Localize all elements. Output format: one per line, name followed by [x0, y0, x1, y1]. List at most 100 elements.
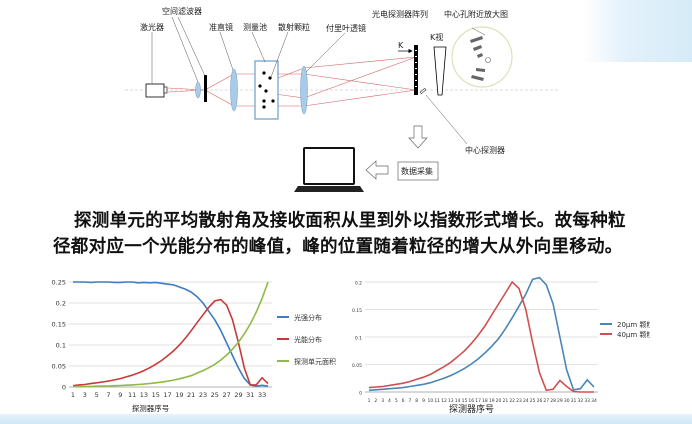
- label-detector-array: 光电探测器阵列: [372, 9, 428, 19]
- legend-label: 40μm 颗粒: [617, 330, 650, 339]
- label-data-acquisition: 数据采集: [401, 166, 433, 176]
- x-tick-label: 13: [140, 391, 148, 399]
- x-tick-label: 29: [234, 391, 242, 399]
- x-tick-label: 6: [402, 398, 405, 404]
- x-tick-label: 16: [468, 398, 474, 404]
- label-cell: 测量池: [243, 22, 267, 32]
- x-tick-label: 13: [448, 398, 454, 404]
- y-tick-label: 0.25: [52, 279, 66, 287]
- y-tick-label: 0: [62, 384, 66, 392]
- label-k-view: K视: [430, 32, 443, 42]
- x-tick-label: 12: [441, 398, 447, 404]
- x-tick-label: 4: [388, 398, 391, 404]
- y-tick-label: 0.05: [352, 363, 362, 369]
- x-tick-label: 15: [462, 398, 468, 404]
- x-tick-label: 5: [395, 398, 398, 404]
- x-tick-label: 25: [530, 398, 536, 404]
- laser-diffraction-diagram: 激光器 空间滤波器 准直镜 测量池 散射颗粒 付里叶透镜 光电探测器阵列 中心孔…: [125, 6, 560, 192]
- decorative-gradient-top: [582, 0, 692, 62]
- paragraph-line-1: 探测单元的平均散射角及接收面积从里到外以指数形式增长。故每种粒: [74, 211, 626, 231]
- y-tick-label: 0: [359, 391, 362, 397]
- x-tick-label: 1: [368, 398, 371, 404]
- x-tick-label: 7: [106, 391, 110, 399]
- y-tick-label: 0.1: [355, 336, 362, 342]
- x-tick-label: 34: [591, 398, 597, 404]
- x-tick-label: 9: [118, 391, 122, 399]
- y-tick-label: 0.2: [355, 281, 362, 287]
- x-tick-label: 7: [408, 398, 411, 404]
- x-tick-label: 2: [374, 398, 377, 404]
- x-tick-label: 31: [246, 391, 254, 399]
- y-tick-label: 0.15: [352, 308, 362, 314]
- x-tick-label: 31: [571, 398, 577, 404]
- label-spatial-filter: 空间滤波器: [162, 6, 202, 16]
- magnified-view-icon: [451, 26, 513, 88]
- legend-label: 光强分布: [294, 313, 322, 322]
- series-line-2: [72, 298, 269, 387]
- laser-icon: [145, 83, 165, 98]
- series-line-2: [368, 280, 594, 393]
- particles-icon: [258, 71, 275, 109]
- x-tick-label: 1: [71, 391, 75, 399]
- label-magnified: 中心孔附近放大图: [444, 9, 508, 19]
- x-tick-label: 11: [434, 398, 440, 404]
- x-tick-label: 26: [537, 398, 543, 404]
- k-view-icon: [433, 46, 447, 96]
- x-tick-label: 32: [577, 398, 583, 404]
- x-tick-label: 25: [211, 391, 219, 399]
- x-tick-label: 27: [222, 391, 230, 399]
- filter-lens-icon: [195, 81, 201, 99]
- x-tick-label: 20: [496, 398, 502, 404]
- detector-array-icon: [414, 45, 418, 95]
- down-arrow-icon: [408, 125, 428, 149]
- x-tick-label: 11: [128, 391, 136, 399]
- label-collimator: 准直镜: [209, 22, 233, 32]
- series-line-1: [73, 281, 269, 388]
- x-tick-label: 17: [475, 398, 481, 404]
- y-tick-label: 0.2: [56, 300, 66, 308]
- label-k: K: [398, 41, 404, 50]
- legend-label: 光能分布: [294, 335, 322, 344]
- label-fourier-lens: 付里叶透镜: [326, 23, 366, 33]
- x-tick-label: 27: [543, 398, 549, 404]
- legend-label: 探测单元面积: [294, 357, 336, 366]
- series-line-3: [72, 281, 269, 388]
- x-tick-label: 8: [415, 398, 418, 404]
- x-tick-label: 15: [152, 391, 160, 399]
- x-tick-label: 21: [187, 391, 195, 399]
- paragraph-line-2: 径都对应一个光能分布的峰值，峰的位置随着粒径的增大从外向里移动。: [53, 237, 623, 257]
- x-tick-label: 3: [381, 398, 384, 404]
- x-tick-label: 9: [422, 398, 425, 404]
- x-tick-label: 24: [523, 398, 529, 404]
- collimator-lens-icon: [230, 68, 238, 112]
- x-tick-label: 30: [564, 398, 570, 404]
- x-tick-label: 29: [557, 398, 563, 404]
- x-tick-label: 3: [83, 391, 87, 399]
- x-tick-label: 21: [502, 398, 508, 404]
- y-tick-label: 0.15: [52, 321, 66, 329]
- label-particles: 散射颗粒: [278, 22, 310, 32]
- x-tick-label: 33: [584, 398, 590, 404]
- x-tick-label: 23: [199, 391, 207, 399]
- x-tick-label: 17: [163, 391, 171, 399]
- x-tick-label: 28: [550, 398, 556, 404]
- label-laser: 激光器: [140, 22, 164, 32]
- x-tick-label: 5: [95, 391, 99, 399]
- light-distribution-chart: 00.050.10.150.20.251 3 5 7 9 11 13 15 17 19 21 23 25…: [52, 279, 336, 414]
- x-tick-label: 19: [175, 391, 183, 399]
- x-tick-label: 18: [482, 398, 488, 404]
- fourier-lens-icon: [300, 65, 308, 115]
- decorative-band-bottom: [0, 414, 692, 424]
- x-tick-label: 22: [509, 398, 515, 404]
- y-tick-label: 0.1: [56, 342, 66, 350]
- laptop-icon: [294, 147, 364, 192]
- center-detector-icon: [419, 87, 427, 95]
- x-tick-label: 14: [455, 398, 461, 404]
- x-tick-label: 10: [427, 398, 433, 404]
- x-tick-label: 33: [258, 391, 266, 399]
- particle-size-chart: 00.050.10.150.21 2 3 4 5 6 7 8 9 10 11 12 13 14 15 16 17…: [352, 276, 650, 415]
- legend-label: 20μm 颗粒: [617, 320, 650, 329]
- x-axis-label: 探测器序号: [132, 403, 170, 413]
- series-line-1: [368, 276, 595, 392]
- x-tick-label: 19: [489, 398, 495, 404]
